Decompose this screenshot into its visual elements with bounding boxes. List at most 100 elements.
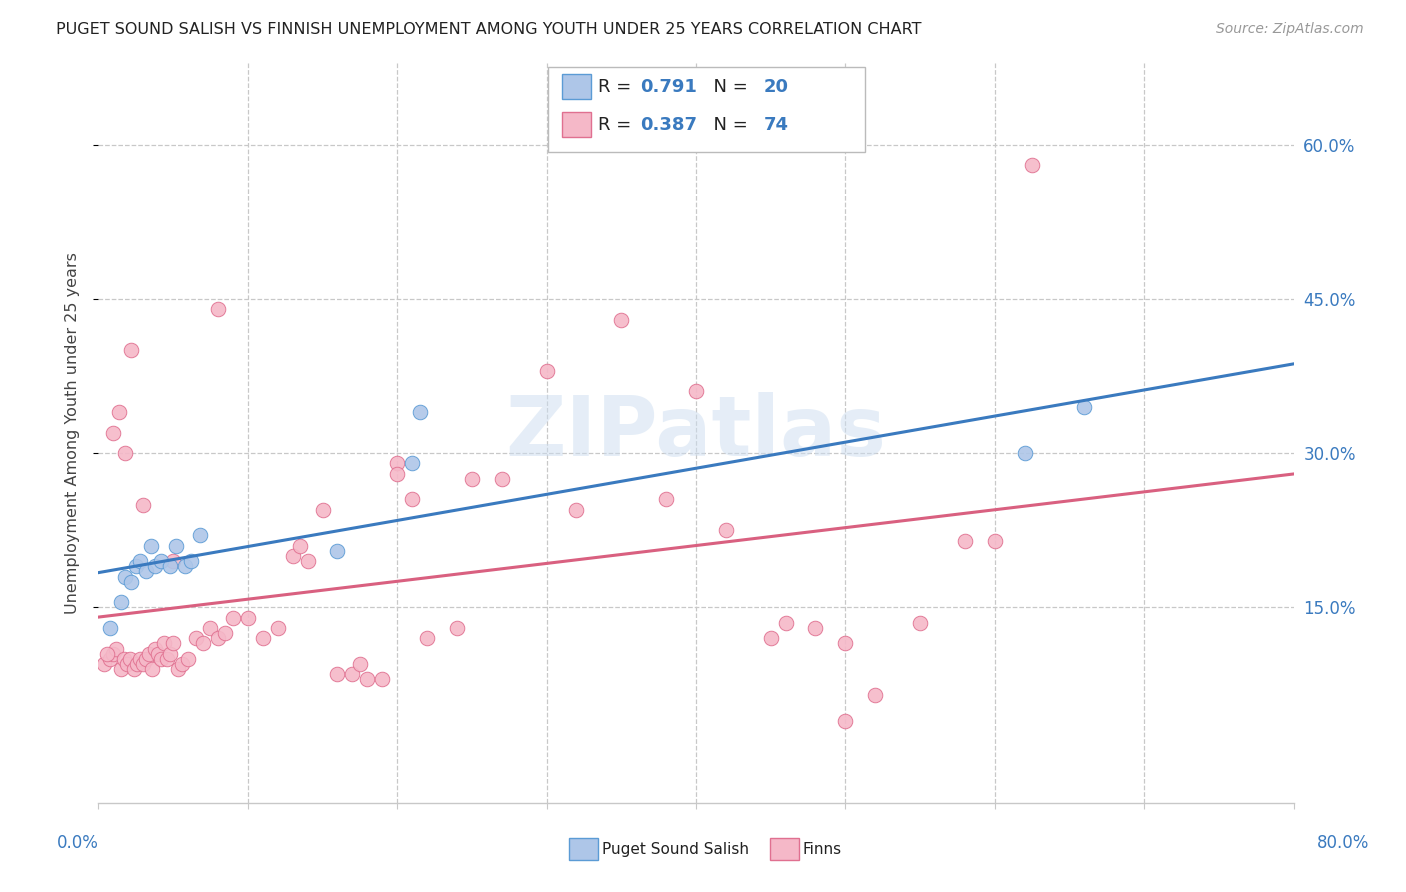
Text: 80.0%: 80.0%: [1316, 834, 1369, 852]
Y-axis label: Unemployment Among Youth under 25 years: Unemployment Among Youth under 25 years: [65, 252, 80, 614]
Point: [188, 528, 211, 542]
Point: [112, 652, 135, 666]
Point: [139, 539, 162, 553]
Point: [655, 492, 678, 507]
Point: [200, 621, 222, 635]
Point: [385, 467, 409, 481]
Point: [143, 641, 166, 656]
Point: [326, 544, 349, 558]
Point: [1014, 446, 1036, 460]
Point: [222, 611, 245, 625]
Point: [1073, 400, 1095, 414]
Point: [124, 662, 146, 676]
Point: [865, 688, 887, 702]
Point: [132, 657, 155, 671]
Point: [148, 647, 170, 661]
Point: [281, 549, 304, 563]
Text: Source: ZipAtlas.com: Source: ZipAtlas.com: [1216, 22, 1364, 37]
Point: [103, 425, 125, 440]
Text: 74: 74: [763, 116, 789, 134]
Point: [153, 636, 176, 650]
Point: [297, 554, 319, 568]
Point: [156, 652, 179, 666]
Point: [132, 498, 155, 512]
Point: [236, 611, 259, 625]
Point: [356, 673, 378, 687]
Point: [98, 621, 122, 635]
Point: [349, 657, 371, 671]
Point: [110, 662, 132, 676]
Point: [267, 621, 290, 635]
Point: [685, 384, 707, 399]
Point: [371, 673, 394, 687]
Point: [401, 492, 423, 507]
Point: [150, 554, 173, 568]
Point: [1021, 158, 1043, 172]
Point: [110, 595, 132, 609]
Point: [141, 662, 163, 676]
Point: [166, 662, 188, 676]
Point: [207, 632, 229, 646]
Text: 0.0%: 0.0%: [56, 834, 98, 852]
Point: [565, 502, 588, 516]
Point: [714, 524, 737, 538]
Text: Puget Sound Salish: Puget Sound Salish: [602, 842, 749, 856]
Point: [159, 559, 181, 574]
Point: [129, 554, 152, 568]
Text: Finns: Finns: [803, 842, 842, 856]
Point: [491, 472, 513, 486]
Point: [207, 302, 229, 317]
Point: [401, 457, 423, 471]
Point: [984, 533, 1007, 548]
Point: [288, 539, 311, 553]
Point: [159, 647, 181, 661]
Text: N =: N =: [702, 116, 754, 134]
Point: [125, 559, 148, 574]
Text: N =: N =: [702, 78, 754, 95]
Point: [118, 652, 141, 666]
Text: ZIPatlas: ZIPatlas: [506, 392, 886, 473]
Point: [775, 615, 797, 630]
Point: [804, 621, 827, 635]
Point: [96, 647, 118, 661]
Point: [610, 312, 633, 326]
Point: [908, 615, 931, 630]
Point: [120, 574, 142, 589]
Point: [446, 621, 468, 635]
Text: 0.791: 0.791: [640, 78, 696, 95]
Text: 20: 20: [763, 78, 789, 95]
Point: [115, 657, 138, 671]
Point: [135, 652, 157, 666]
Point: [108, 405, 131, 419]
Point: [342, 667, 364, 681]
Point: [252, 632, 274, 646]
Text: R =: R =: [598, 116, 637, 134]
Point: [180, 554, 202, 568]
Point: [98, 652, 122, 666]
Point: [162, 554, 184, 568]
Point: [214, 626, 236, 640]
Point: [536, 364, 558, 378]
Point: [165, 539, 187, 553]
Point: [834, 636, 856, 650]
Point: [143, 559, 166, 574]
Point: [953, 533, 976, 548]
Point: [150, 652, 173, 666]
Point: [311, 502, 333, 516]
Point: [385, 457, 409, 471]
Point: [120, 343, 142, 358]
Point: [416, 632, 439, 646]
Point: [834, 714, 856, 728]
Point: [135, 565, 157, 579]
Point: [461, 472, 484, 486]
Point: [105, 641, 128, 656]
Point: [408, 405, 430, 419]
Point: [129, 652, 152, 666]
Point: [103, 647, 125, 661]
Point: [326, 667, 349, 681]
Point: [93, 657, 115, 671]
Point: [177, 652, 200, 666]
Text: R =: R =: [598, 78, 637, 95]
Text: 0.387: 0.387: [640, 116, 697, 134]
Text: PUGET SOUND SALISH VS FINNISH UNEMPLOYMENT AMONG YOUTH UNDER 25 YEARS CORRELATIO: PUGET SOUND SALISH VS FINNISH UNEMPLOYME…: [56, 22, 922, 37]
